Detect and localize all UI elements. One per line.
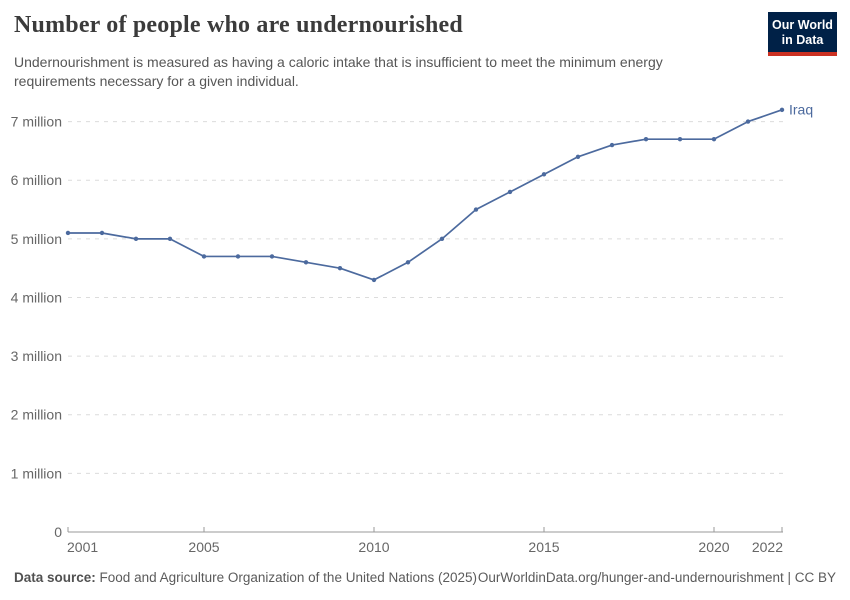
data-point-marker[interactable]: [167, 236, 173, 242]
x-axis-label: 2010: [358, 539, 389, 555]
x-axis-label: 2020: [698, 539, 729, 555]
owid-logo[interactable]: Our World in Data: [768, 12, 837, 56]
chart-footer: Data source: Food and Agriculture Organi…: [14, 569, 836, 586]
x-axis-label: 2005: [188, 539, 219, 555]
y-axis-label: 2 million: [11, 407, 62, 423]
data-point-marker[interactable]: [541, 172, 547, 177]
owid-logo-line2: in Data: [781, 33, 824, 47]
data-point-marker[interactable]: [303, 260, 309, 265]
data-source: Data source: Food and Agriculture Organi…: [14, 569, 477, 586]
x-axis-label: 2022: [752, 539, 783, 555]
y-axis-label: 4 million: [11, 289, 62, 305]
y-axis-label: 7 million: [11, 114, 62, 130]
y-axis-label: 6 million: [11, 172, 62, 188]
data-point-marker[interactable]: [201, 254, 207, 259]
data-point-marker[interactable]: [269, 254, 275, 259]
data-point-marker[interactable]: [677, 136, 683, 142]
data-point-marker[interactable]: [779, 107, 785, 113]
chart-subtitle: Undernourishment is measured as having a…: [14, 54, 663, 89]
data-point-marker[interactable]: [711, 136, 717, 142]
x-axis-label: 2015: [528, 539, 559, 555]
y-axis-label: 5 million: [11, 231, 62, 247]
data-point-marker[interactable]: [439, 236, 445, 242]
data-point-marker[interactable]: [745, 119, 751, 124]
data-point-marker[interactable]: [65, 230, 71, 236]
data-point-marker[interactable]: [473, 207, 479, 212]
y-axis-label: 0: [54, 524, 62, 540]
data-point-marker[interactable]: [575, 154, 581, 159]
owid-logo-line1: Our World: [772, 18, 833, 32]
data-point-marker[interactable]: [133, 236, 139, 242]
data-point-marker[interactable]: [507, 189, 513, 195]
credit-link[interactable]: OurWorldinData.org/hunger-and-undernouri…: [477, 570, 836, 585]
data-point-marker[interactable]: [235, 254, 241, 259]
data-point-marker[interactable]: [609, 142, 615, 148]
x-axis-label: 2001: [67, 539, 98, 555]
y-axis-label: 3 million: [11, 348, 62, 364]
series-label-iraq[interactable]: Iraq: [789, 101, 813, 117]
data-source-text: Food and Agriculture Organization of the…: [99, 570, 478, 585]
data-point-marker[interactable]: [371, 277, 377, 283]
data-point-marker[interactable]: [337, 265, 343, 271]
data-point-marker[interactable]: [99, 230, 105, 236]
data-point-marker[interactable]: [405, 260, 411, 265]
line-series-iraq[interactable]: [67, 109, 783, 281]
y-axis-label: 1 million: [11, 465, 62, 481]
data-point-marker[interactable]: [643, 136, 649, 142]
page-title: Number of people who are undernourished: [14, 12, 463, 38]
data-source-label: Data source:: [14, 570, 96, 585]
